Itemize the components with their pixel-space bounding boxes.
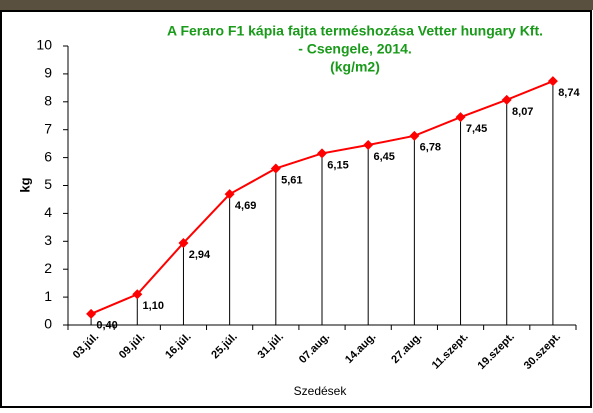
y-tick-label: 7 [44,120,52,136]
value-label: 7,45 [466,123,487,135]
photo-strip [0,0,593,10]
y-tick-label: 8 [44,93,52,109]
x-axis-label: Szedések [294,384,348,398]
value-label: 8,07 [512,106,533,118]
y-tick-label: 1 [44,288,52,304]
chart-title: A Feraro F1 kápia fajta terméshozása Vet… [167,23,543,39]
chart: A Feraro F1 kápia fajta terméshozása Vet… [0,0,593,408]
y-tick-label: 4 [44,204,52,220]
value-label: 6,78 [420,142,441,154]
y-tick-label: 10 [36,37,52,53]
value-label: 4,69 [235,200,256,212]
value-label: 1,10 [143,300,164,312]
value-label: 0,40 [96,320,117,332]
chart-title: (kg/m2) [330,59,380,75]
value-label: 2,94 [189,249,211,261]
y-axis-label: kg [17,177,32,192]
y-tick-label: 3 [44,232,52,248]
y-tick-label: 5 [44,176,52,192]
y-tick-label: 6 [44,148,52,164]
y-tick-label: 9 [44,65,52,81]
y-tick-label: 2 [44,260,52,276]
chart-title: - Csengele, 2014. [298,41,412,57]
value-label: 8,74 [558,87,580,99]
value-label: 6,15 [327,159,348,171]
y-tick-label: 0 [44,316,52,332]
value-label: 5,61 [281,174,302,186]
value-label: 6,45 [373,151,394,163]
